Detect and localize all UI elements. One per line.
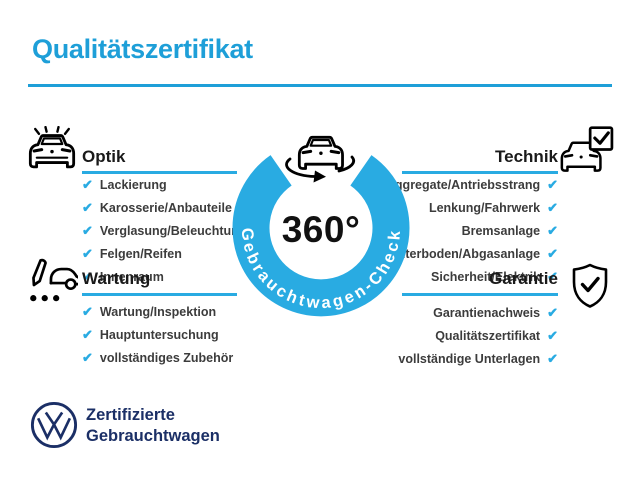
item-label: Qualitätszertifikat	[435, 328, 541, 343]
check-icon: ✔	[547, 328, 558, 343]
check-icon: ✔	[547, 305, 558, 320]
item-label: Wartung/Inspektion	[99, 304, 217, 319]
list-item: ✔ Wartung/Inspektion	[82, 300, 233, 323]
check-icon: ✔	[82, 223, 93, 238]
check-icon: ✔	[82, 200, 93, 215]
item-label: Garantienachweis	[433, 305, 541, 320]
list-item: ✔ Verglasung/Beleuchtung	[82, 219, 246, 242]
item-label: vollständige Unterlagen	[398, 351, 541, 366]
footer-label-line1: Zertifizierte	[86, 406, 175, 424]
list-item: Aggregate/Antriebsstrang ✔	[338, 173, 558, 196]
list-item: ✔ vollständiges Zubehör	[82, 346, 233, 369]
item-label: Aggregate/Antriebsstrang	[385, 177, 541, 192]
list-item: ✔ Felgen/Reifen	[82, 242, 246, 265]
check-icon: ✔	[547, 269, 558, 284]
section-heading-wartung: Wartung	[82, 268, 237, 296]
check-icon: ✔	[82, 269, 93, 284]
footer-label-line2: Gebrauchtwagen	[86, 427, 220, 445]
check-360-badge: Gebrauchtwagen-Check	[223, 112, 423, 327]
item-label: Felgen/Reifen	[99, 246, 182, 261]
optik-item-list: ✔ Lackierung ✔ Karosserie/Anbauteile ✔ Verg…	[82, 173, 246, 288]
list-item: Unterboden/Abgasanlage ✔	[338, 242, 558, 265]
item-label: Unterboden/Abgasanlage	[388, 246, 541, 261]
page-title: Qualitätszertifikat	[32, 34, 253, 64]
list-item: ✔ Hauptuntersuchung	[82, 323, 233, 346]
list-item: Garantienachweis ✔	[338, 301, 558, 324]
section-heading-garantie: Garantie	[402, 268, 558, 296]
section-heading-technik: Technik	[402, 146, 558, 174]
wartung-item-list: ✔ Wartung/Inspektion ✔ Hauptuntersuchung ✔…	[82, 300, 233, 369]
check-icon: ✔	[547, 223, 558, 238]
check-icon: ✔	[82, 246, 93, 261]
check-icon: ✔	[547, 177, 558, 192]
list-item: Qualitätszertifikat ✔	[338, 324, 558, 347]
list-item: ✔ Innenraum	[82, 265, 246, 288]
item-label: Hauptuntersuchung	[99, 327, 219, 342]
item-label: Innenraum	[99, 269, 164, 284]
item-label: Lenkung/Fahrwerk	[428, 200, 541, 215]
header-divider	[28, 84, 612, 87]
check-icon: ✔	[82, 327, 93, 342]
car-checkbox-icon	[558, 126, 614, 174]
list-item: vollständige Unterlagen ✔	[338, 347, 558, 370]
shield-check-icon	[568, 262, 612, 308]
list-item: Lenkung/Fahrwerk ✔	[338, 196, 558, 219]
car-360-icon	[285, 135, 355, 183]
footer-label: Zertifizierte Gebrauchtwagen	[86, 405, 220, 447]
check-icon: ✔	[82, 304, 93, 319]
check-icon: ✔	[547, 351, 558, 366]
item-label: Sicherheit/Elektrik	[431, 269, 541, 284]
car-headlights-icon	[26, 126, 78, 172]
item-label: Bremsanlage	[461, 223, 541, 238]
list-item: ✔ Karosserie/Anbauteile	[82, 196, 246, 219]
technik-item-list: Aggregate/Antriebsstrang ✔ Lenkung/Fahrwe…	[338, 173, 558, 288]
check-icon: ✔	[82, 350, 93, 365]
check-icon: ✔	[547, 246, 558, 261]
list-item: Bremsanlage ✔	[338, 219, 558, 242]
vw-logo	[30, 401, 78, 449]
check-icon: ✔	[547, 200, 558, 215]
list-item: ✔ Lackierung	[82, 173, 246, 196]
degree-label: 360°	[281, 209, 361, 250]
check-icon: ✔	[82, 177, 93, 192]
ring-arc	[232, 155, 410, 317]
item-label: vollständiges Zubehör	[99, 350, 234, 365]
item-label: Karosserie/Anbauteile	[99, 200, 232, 215]
list-item: Sicherheit/Elektrik ✔	[338, 265, 558, 288]
item-label: Lackierung	[99, 177, 167, 192]
garantie-item-list: Garantienachweis ✔ Qualitätszertifikat ✔ v…	[338, 301, 558, 370]
section-heading-optik: Optik	[82, 146, 237, 174]
item-label: Verglasung/Beleuchtung	[99, 223, 247, 238]
pen-car-icon	[26, 258, 78, 304]
